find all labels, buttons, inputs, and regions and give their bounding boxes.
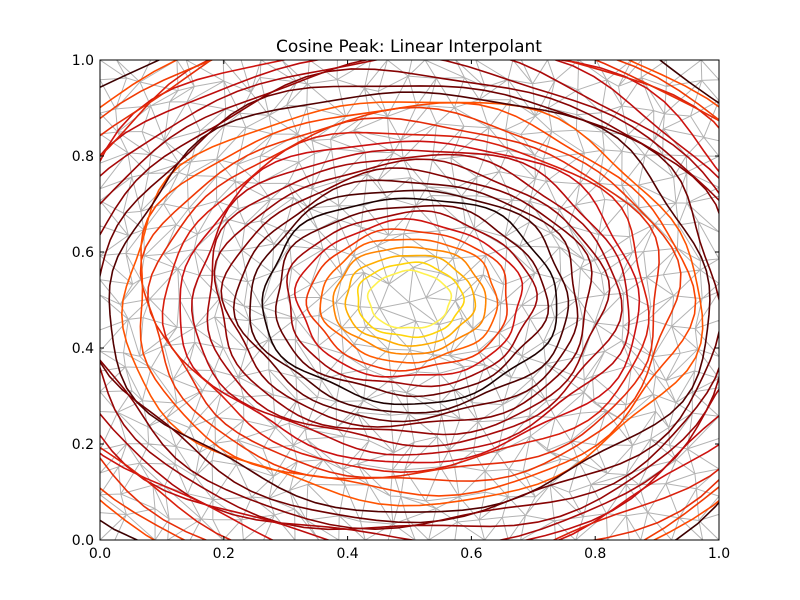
y-tick-label: 0.2 <box>72 437 94 453</box>
x-tick-label: 1.0 <box>708 546 730 562</box>
triangulation-mesh <box>100 60 719 540</box>
x-tick-label: 0.8 <box>584 546 606 562</box>
contour-line <box>100 85 719 524</box>
contour-line <box>100 60 719 531</box>
contour-line <box>232 179 579 423</box>
x-axis-ticks: 0.0 0.2 0.4 0.6 0.8 1.0 <box>89 60 730 562</box>
contour-line <box>274 204 550 398</box>
contour-line <box>249 189 570 414</box>
contour-line <box>305 228 508 372</box>
contour-line <box>100 60 719 540</box>
contour-line <box>332 246 487 355</box>
contour-line <box>366 269 453 329</box>
contour-line <box>261 197 558 406</box>
contour-line <box>100 60 719 540</box>
contour-line <box>286 209 538 388</box>
contour-line <box>206 153 623 448</box>
y-tick-label: 0.0 <box>72 533 94 549</box>
y-tick-label: 0.4 <box>72 341 94 357</box>
mesh-edges <box>100 60 719 540</box>
y-tick-label: 1.0 <box>72 53 94 69</box>
contour-line <box>179 140 641 464</box>
contour-line <box>293 217 524 378</box>
contour-line <box>344 254 477 347</box>
y-tick-label: 0.8 <box>72 149 94 165</box>
contour-line <box>100 68 719 531</box>
x-tick-label: 0.2 <box>213 546 235 562</box>
contour-line <box>100 60 719 540</box>
x-tick-label: 0.0 <box>89 546 111 562</box>
contour-line <box>146 116 660 479</box>
y-axis-ticks: 0.0 0.2 0.4 0.6 0.8 1.0 <box>72 53 719 549</box>
contour-line <box>319 238 499 364</box>
contour-line <box>220 167 593 428</box>
contour-line <box>161 131 650 474</box>
contour-line <box>139 101 697 497</box>
contour-line <box>357 261 465 339</box>
contour-line <box>213 158 611 436</box>
chart-title: Cosine Peak: Linear Interpolant <box>276 37 542 57</box>
contour-line <box>100 60 719 540</box>
x-tick-label: 0.6 <box>460 546 482 562</box>
plot-frame <box>99 59 720 541</box>
x-tick-label: 0.4 <box>336 546 358 562</box>
contour-line <box>108 91 711 513</box>
contour-line <box>190 149 630 456</box>
contour-line <box>120 101 704 507</box>
contour-line <box>139 106 682 482</box>
y-tick-label: 0.6 <box>72 245 94 261</box>
